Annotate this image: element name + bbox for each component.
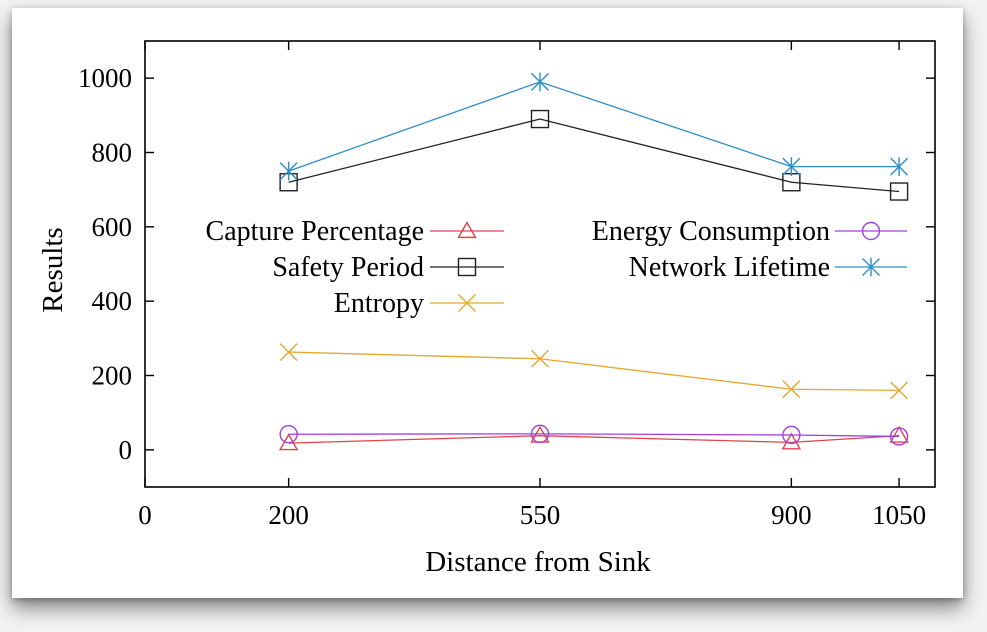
legend-marker: [457, 257, 477, 277]
y-axis-label: Results: [37, 227, 69, 312]
energy-consumption-point: [782, 425, 801, 445]
capture-percentage-line: [288, 435, 900, 444]
legend: Capture Percentage Safety Period Entropy En…: [206, 216, 907, 319]
series-capture-percentage: [278, 425, 909, 451]
legend-marker: [862, 257, 880, 277]
energy-consumption-line: [288, 433, 900, 438]
network-lifetime-point: [531, 72, 549, 92]
x-tick-label: 0: [138, 500, 152, 530]
energy-consumption-point: [530, 424, 550, 444]
legend-marker: [457, 221, 477, 239]
legend-item-energy-consumption: Energy Consumption: [592, 216, 907, 247]
y-tick-label: 800: [92, 138, 133, 168]
x-tick-label: 1050: [872, 500, 926, 530]
capture-percentage-point: [889, 425, 909, 443]
legend-item-network-lifetime: Network Lifetime: [629, 252, 907, 283]
x-tick-label: 200: [268, 500, 309, 530]
y-tick-label: 200: [92, 361, 133, 391]
network-lifetime-point: [279, 161, 298, 181]
entropy-point: [890, 381, 909, 400]
line-chart: 0 200 550 900 1050 0 200 400 600 800 1000 Capture …: [37, 40, 936, 578]
legend-marker: [458, 294, 476, 312]
capture-percentage-point: [781, 432, 802, 450]
y-tick-label: 1000: [78, 63, 132, 93]
x-tick-label: 550: [520, 500, 561, 530]
series-entropy: [279, 343, 909, 400]
safety-period-line: [288, 118, 900, 193]
legend-label: Entropy: [334, 288, 424, 319]
legend-label: Network Lifetime: [629, 252, 830, 283]
safety-period-point: [889, 182, 909, 201]
x-axis-label: Distance from Sink: [425, 546, 651, 578]
network-lifetime-point: [782, 157, 801, 176]
series-network-lifetime: [279, 72, 909, 181]
entropy-point: [279, 343, 298, 362]
x-tick-label: 900: [771, 500, 812, 530]
entropy-line: [288, 351, 900, 392]
legend-item-capture-percentage: Capture Percentage: [206, 216, 504, 247]
energy-consumption-point: [279, 425, 298, 444]
entropy-point: [782, 380, 801, 399]
legend-label: Capture Percentage: [206, 216, 424, 247]
energy-consumption-point: [889, 427, 909, 446]
chart-card: 0 200 550 900 1050 0 200 400 600 800 1000 Capture …: [12, 8, 963, 598]
safety-period-point: [530, 109, 550, 129]
legend-label: Energy Consumption: [592, 216, 830, 247]
y-tick-label: 600: [92, 212, 133, 242]
y-tick-label: 400: [92, 286, 133, 316]
network-lifetime-line: [288, 81, 900, 172]
entropy-point: [531, 349, 549, 368]
network-lifetime-point: [890, 157, 909, 176]
series-safety-period: [279, 109, 909, 201]
legend-marker: [861, 221, 881, 241]
series-energy-consumption: [279, 424, 909, 446]
legend-item-entropy: Entropy: [334, 288, 504, 319]
legend-label: Safety Period: [272, 252, 424, 283]
y-tick-label: 0: [119, 435, 133, 465]
legend-item-safety-period: Safety Period: [272, 252, 504, 283]
